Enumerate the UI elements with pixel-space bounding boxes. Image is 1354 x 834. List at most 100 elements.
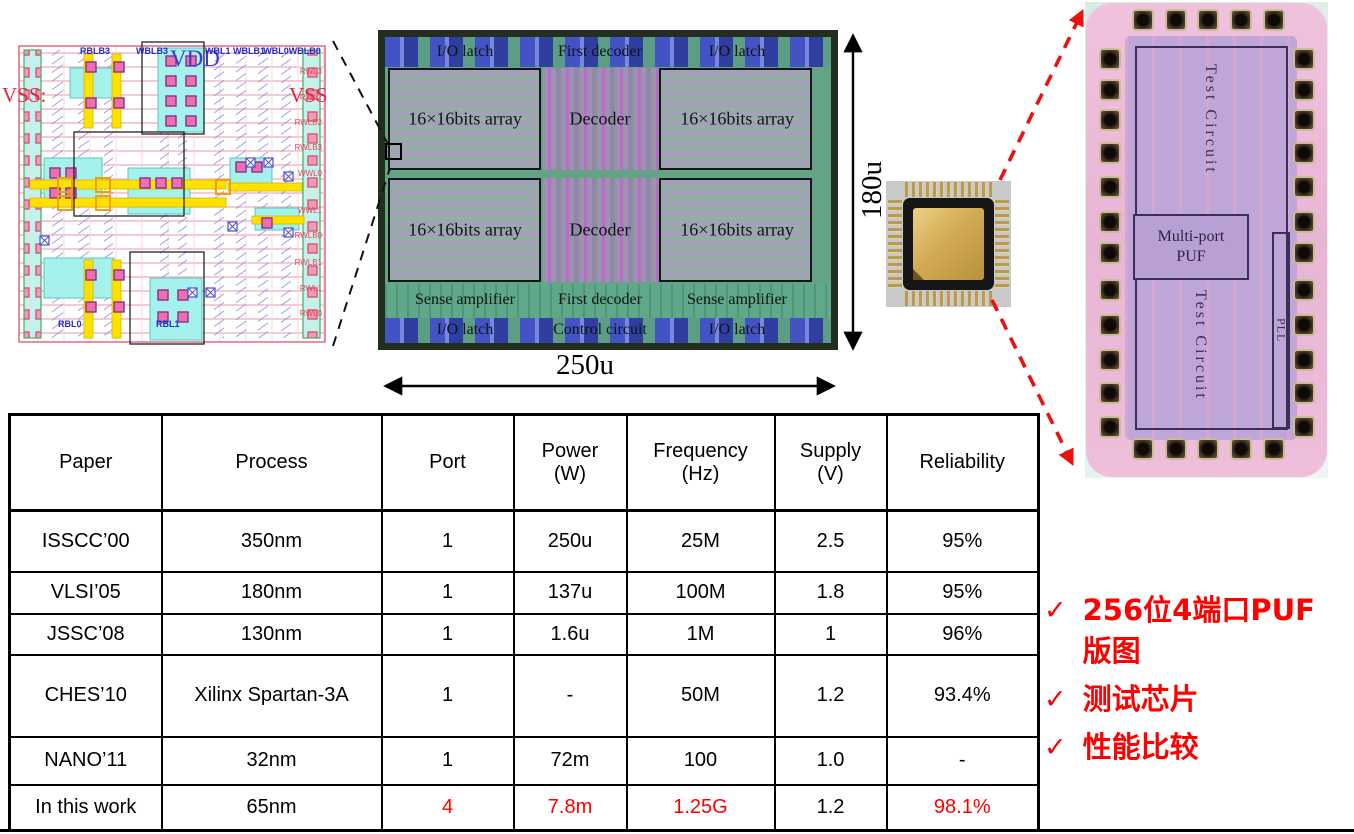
cell-port: 1 (380, 653, 515, 738)
io-latch-label: I/O latch (436, 43, 494, 60)
cell-paper: NANO’11 (8, 735, 163, 786)
bullet-text: 性能比较 (1082, 730, 1199, 764)
net-label: RWL0 (300, 309, 323, 318)
net-label: RWLB1 (295, 258, 323, 267)
bond-pad (1293, 176, 1315, 198)
bond-pad (1293, 211, 1315, 233)
cell-supply: 1 (773, 612, 888, 656)
bond-pad (1099, 416, 1121, 438)
bond-pad (1293, 48, 1315, 70)
bond-pad (1099, 48, 1121, 70)
table-body: ISSCC’00 350nm 1 250u 25M 2.5 95% VLSI’05 180nm 1… (8, 509, 1040, 832)
sense-amplifier-label: Sense amplifier (687, 291, 787, 308)
package-pins-left (888, 200, 902, 288)
bond-pad (1263, 438, 1285, 460)
array-label: 16×16bits array (408, 219, 522, 240)
vss-left-label: VSS: (2, 83, 46, 107)
decoder-block (543, 68, 658, 170)
io-latch-label: I/O latch (708, 43, 766, 60)
bond-pad (1293, 314, 1315, 336)
col-header-paper: Paper (8, 413, 163, 512)
bond-pad (1293, 416, 1315, 438)
bond-pad (1099, 109, 1121, 131)
bullet-item: ✓ 256位4端口PUF 版图 (1044, 590, 1354, 672)
net-label: RBLB3 (80, 46, 110, 56)
cell-process: 130nm (160, 612, 383, 656)
cell-paper: VLSI’05 (8, 570, 163, 615)
cell-reliability: 95% (885, 570, 1040, 615)
table-row: NANO’11 32nm 1 72m 100 1.0- (8, 735, 1040, 786)
package-to-die-arrow (998, 9, 1084, 181)
net-label: RWL2 (300, 93, 323, 102)
net-label: WBLB3 (136, 46, 168, 56)
cell-frequency: 100 (625, 735, 776, 786)
puf-die-photo-figure: I/O latch First decoder I/O latch 16×16b… (378, 30, 838, 350)
bullet-item: ✓ 性能比较 (1044, 727, 1354, 768)
bond-pad (1165, 9, 1187, 31)
first-decoder-label: First decoder (558, 291, 642, 308)
col-header-power: Power (W) (512, 413, 628, 512)
pll-block: PLL (1272, 232, 1290, 429)
decoder-block (543, 178, 658, 282)
table-row: JSSC’08 130nm 1 1.6u 1M 1 96% (8, 612, 1040, 656)
bond-pad (1099, 176, 1121, 198)
bit-array-block (388, 178, 541, 282)
bond-pad (1197, 9, 1219, 31)
bond-pad (1099, 349, 1121, 371)
cell-power: - (512, 653, 628, 738)
cell-power: 250u (512, 509, 628, 573)
bond-pad (1197, 438, 1219, 460)
bit-array-block (659, 68, 812, 170)
io-latch-strip (385, 318, 831, 343)
control-circuit-label: Control circuit (553, 321, 647, 338)
cell-port: 1 (380, 570, 515, 615)
col-header-supply: Supply (V) (773, 413, 888, 512)
chip-package-photo (886, 181, 1011, 307)
table-row: In this work 65nm 4 7.8m 1.25G 1.2 98.1% (8, 783, 1040, 832)
cell-reliability: 96% (885, 612, 1040, 656)
cell-frequency: 1M (625, 612, 776, 656)
bond-pad (1132, 438, 1154, 460)
cell-process: 65nm (160, 783, 383, 832)
net-label: WBL0WBLB0 (263, 46, 321, 56)
bond-pad (1099, 79, 1121, 101)
cell-process: Xilinx Spartan-3A (160, 653, 383, 738)
vss-right-label: VSS (289, 83, 328, 107)
cell-power: 72m (512, 735, 628, 786)
table-header-row: Paper Process Port Power (W) Frequency (Hz… (8, 413, 1040, 512)
array-label: 16×16bits array (680, 219, 794, 240)
cell-reliability: 93.4% (885, 653, 1040, 738)
bond-pad (1099, 142, 1121, 164)
bond-pad (1293, 142, 1315, 164)
net-label: WBL1 WBLB1 (205, 46, 265, 56)
cell-reliability: - (885, 735, 1040, 786)
package-pins-bottom (905, 291, 992, 306)
net-label: RWL1 (300, 284, 323, 293)
bond-pad (1230, 438, 1252, 460)
test-circuit-label: Test Circuit (1202, 64, 1219, 175)
comparison-table: Paper Process Port Power (W) Frequency (Hz… (8, 413, 1040, 832)
cell-frequency: 50M (625, 653, 776, 738)
pll-label: PLL (1274, 318, 1289, 343)
cell-port: 1 (380, 509, 515, 573)
cell-power: 7.8m (512, 783, 628, 832)
checkmark-icon: ✓ (1044, 595, 1067, 626)
package-pins-right (995, 200, 1009, 288)
bullet-item: ✓ 测试芯片 (1044, 679, 1354, 720)
bullet-list: ✓ 256位4端口PUF 版图 ✓ 测试芯片 ✓ 性能比较 (1044, 590, 1354, 775)
cell-port: 1 (380, 735, 515, 786)
multi-port-puf-label: PUF (1176, 248, 1206, 265)
table-row: CHES’10 Xilinx Spartan-3A 1-50M 1.2 93.4% (8, 653, 1040, 738)
bond-pad (1099, 211, 1121, 233)
bond-pad (1293, 279, 1315, 301)
vdd-label: VDD (170, 46, 220, 71)
cell-paper: ISSCC’00 (8, 509, 163, 573)
bond-pad (1099, 242, 1121, 264)
bond-pad (1293, 382, 1315, 404)
col-header-port: Port (380, 413, 515, 512)
cell-process: 32nm (160, 735, 383, 786)
cell-power: 1.6u (512, 612, 628, 656)
bond-pad (1132, 9, 1154, 31)
cell-paper: In this work (8, 783, 163, 832)
